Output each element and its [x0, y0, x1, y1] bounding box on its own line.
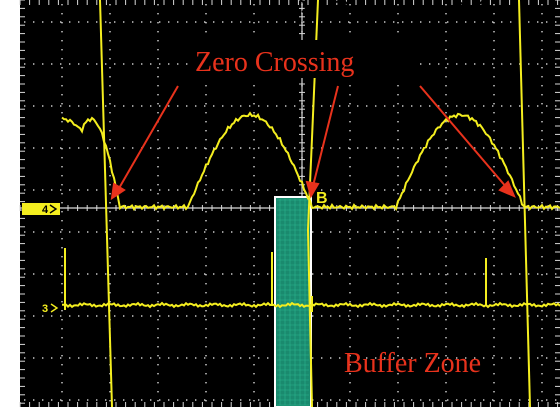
- cursor-b-label: B: [316, 190, 328, 207]
- cropped-title-fragment: [299, 0, 485, 13]
- svg-text:4: 4: [42, 204, 49, 216]
- zero-crossing-label: Zero Crossing: [195, 47, 354, 78]
- channel-4-marker: 4: [22, 203, 60, 216]
- channel-3-marker: 3: [42, 303, 59, 315]
- zero-crossing-annotation: Zero Crossing: [110, 40, 516, 201]
- buffer-zone: [274, 196, 312, 407]
- svg-text:3: 3: [42, 303, 48, 315]
- channel-4-trace: [61, 111, 560, 212]
- channel-3-spikes: [64, 248, 487, 312]
- buffer-zone-label: Buffer Zone: [344, 348, 481, 379]
- buffer-zone-annotation: Buffer Zone: [344, 348, 481, 379]
